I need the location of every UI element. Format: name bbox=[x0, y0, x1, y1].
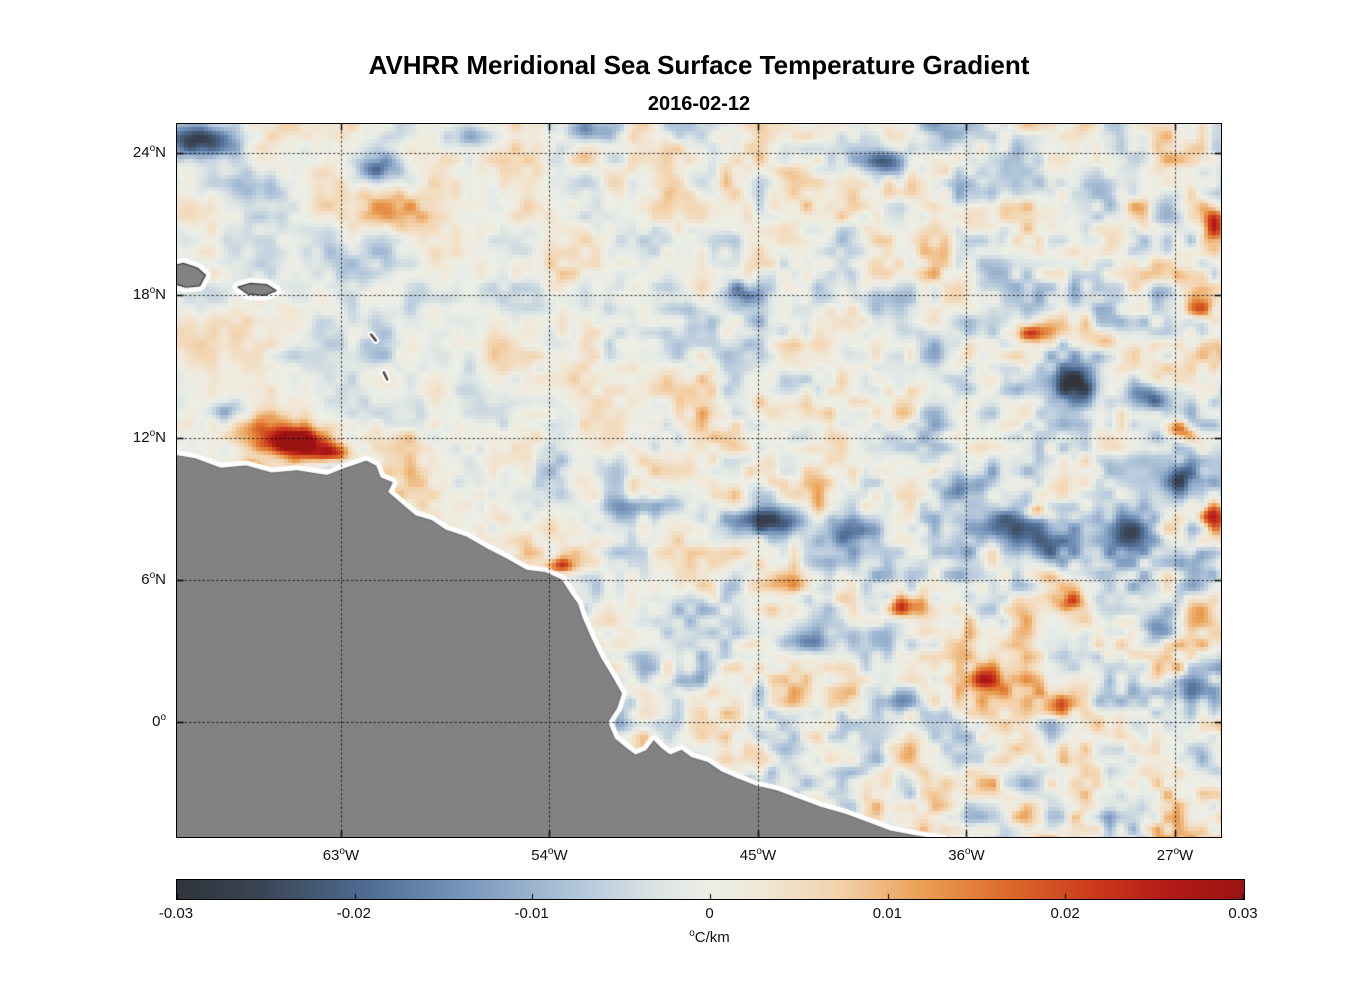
colorbar-tick-label: -0.02 bbox=[336, 905, 371, 922]
lon-tick-label: 54oW bbox=[531, 846, 568, 865]
colorbar-tick-label: -0.01 bbox=[514, 905, 549, 922]
lat-tick-label: 0o bbox=[152, 712, 166, 731]
lat-tick-label: 24oN bbox=[132, 143, 166, 162]
colorbar-tick-label: 0.01 bbox=[872, 905, 902, 922]
colorbar-unit-label: oC/km bbox=[689, 928, 730, 947]
lat-tick-label: 6oN bbox=[141, 569, 166, 588]
colorbar-gradient bbox=[177, 880, 1244, 899]
colorbar-tick-label: 0 bbox=[705, 905, 714, 922]
lon-tick-label: 63oW bbox=[322, 846, 360, 865]
chart-title: AVHRR Meridional Sea Surface Temperature… bbox=[368, 50, 1030, 80]
degree-symbol: o bbox=[689, 928, 695, 939]
chart-subtitle: 2016-02-12 bbox=[647, 93, 751, 115]
lat-tick-label: 18oN bbox=[132, 285, 166, 304]
sst-gradient-heatmap bbox=[176, 123, 1222, 838]
colorbar-tick-label: 0.02 bbox=[1050, 905, 1080, 922]
lon-tick-label: 45oW bbox=[739, 846, 777, 865]
lat-tick-label: 12oN bbox=[132, 427, 166, 446]
colorbar-tick-label: -0.03 bbox=[158, 905, 194, 922]
map-plot-area bbox=[176, 123, 1222, 838]
colorbar-tick-label: 0.03 bbox=[1228, 905, 1258, 922]
colorbar bbox=[176, 879, 1245, 900]
lon-tick-label: 36oW bbox=[948, 846, 985, 865]
lon-tick-label: 27oW bbox=[1156, 846, 1194, 865]
